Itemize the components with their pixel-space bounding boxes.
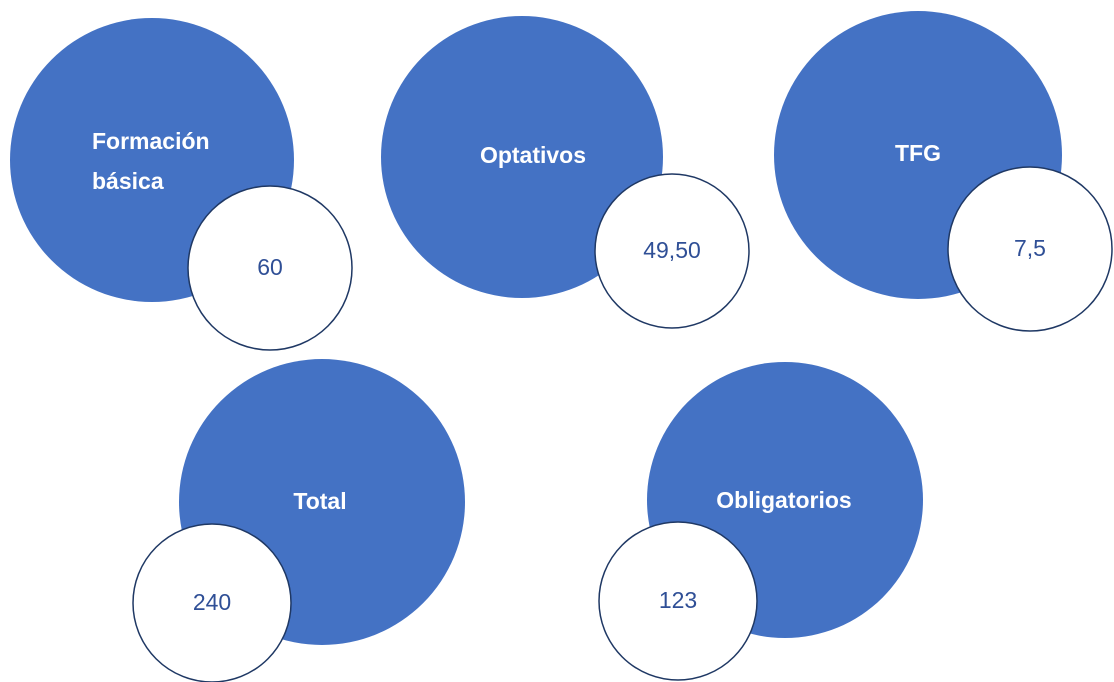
value-circle bbox=[594, 173, 750, 329]
value-label: 7,5 bbox=[1014, 235, 1046, 261]
value-circle bbox=[132, 523, 292, 682]
value-circle bbox=[947, 166, 1113, 332]
category-circle bbox=[381, 16, 663, 298]
category-label: Optativos bbox=[480, 142, 586, 168]
category-label: básica bbox=[92, 168, 164, 194]
category-label: Formación bbox=[92, 128, 210, 154]
category-label: Total bbox=[293, 488, 346, 514]
value-circle bbox=[598, 521, 758, 681]
node: TFG 7,5 bbox=[774, 11, 1113, 332]
value-label: 60 bbox=[257, 254, 283, 280]
value-circle bbox=[187, 185, 353, 351]
value-label: 240 bbox=[193, 589, 231, 615]
node: Total 240 bbox=[132, 359, 465, 682]
value-label: 49,50 bbox=[643, 237, 701, 263]
category-label: Obligatorios bbox=[716, 487, 851, 513]
node: Optativos 49,50 bbox=[381, 16, 750, 329]
node: Formación básica 60 bbox=[10, 18, 353, 351]
node: Obligatorios 123 bbox=[598, 362, 923, 681]
category-label: TFG bbox=[895, 140, 941, 166]
value-label: 123 bbox=[659, 587, 697, 613]
